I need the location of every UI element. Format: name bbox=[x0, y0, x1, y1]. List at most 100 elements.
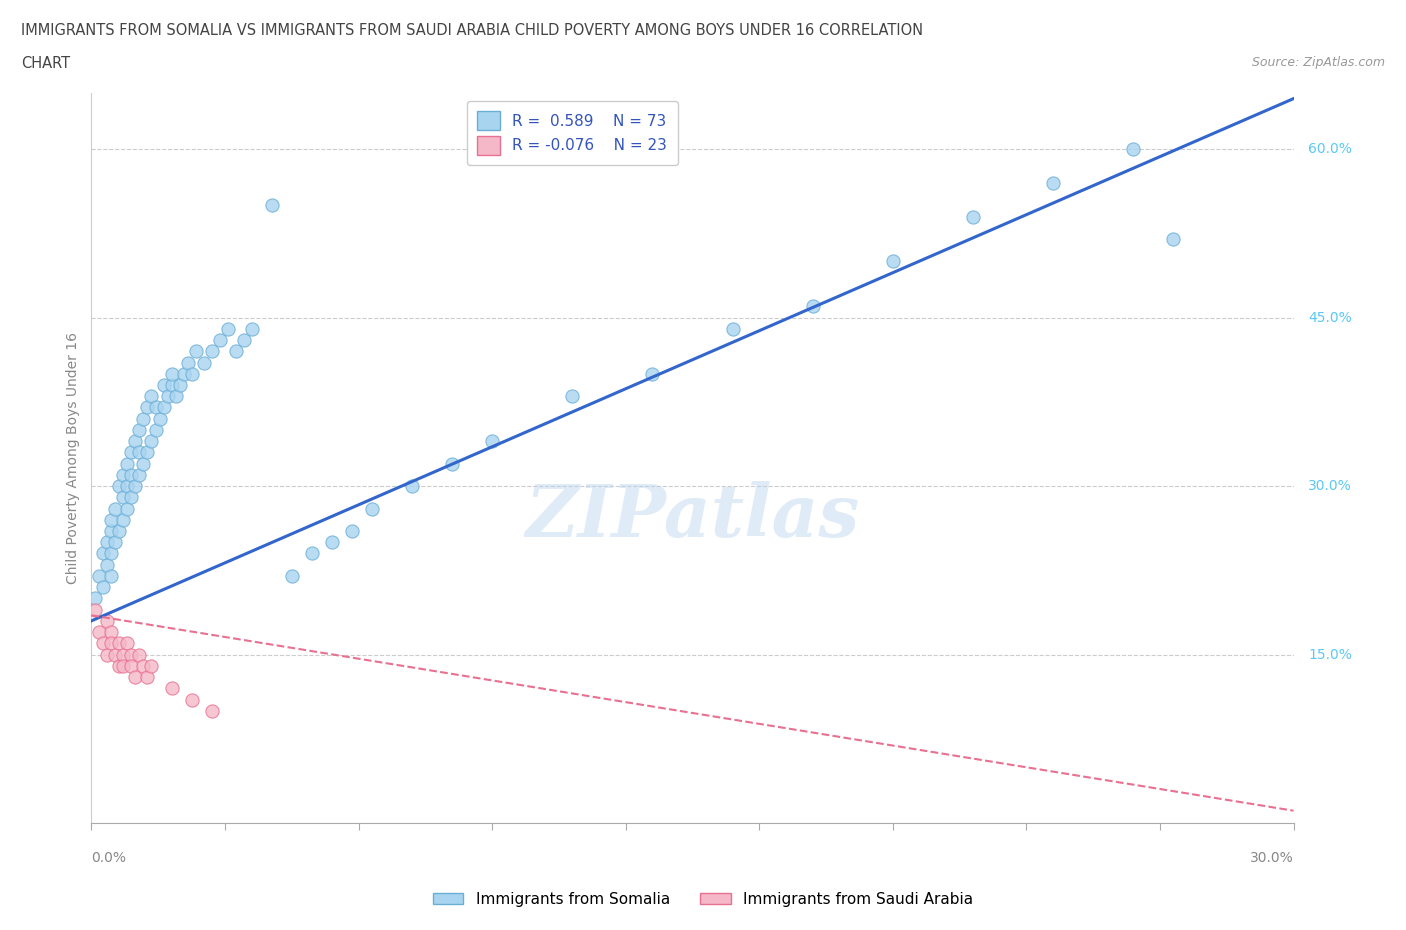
Point bbox=[117, 457, 139, 472]
Point bbox=[84, 603, 107, 618]
Point bbox=[481, 433, 503, 448]
Point bbox=[100, 512, 122, 527]
Point bbox=[124, 433, 146, 448]
Point bbox=[180, 366, 202, 381]
Point bbox=[100, 625, 122, 640]
Point bbox=[89, 625, 111, 640]
Point bbox=[321, 535, 343, 550]
Point bbox=[360, 501, 382, 516]
Point bbox=[141, 433, 163, 448]
Point bbox=[112, 490, 135, 505]
Point bbox=[93, 579, 115, 594]
Point bbox=[136, 670, 159, 684]
Point bbox=[193, 355, 215, 370]
Point bbox=[100, 636, 122, 651]
Point bbox=[882, 254, 904, 269]
Point bbox=[100, 546, 122, 561]
Point bbox=[962, 209, 984, 224]
Point bbox=[148, 411, 170, 426]
Text: 30.0%: 30.0% bbox=[1250, 851, 1294, 865]
Point bbox=[152, 378, 174, 392]
Point bbox=[232, 333, 254, 348]
Point bbox=[108, 524, 131, 538]
Point bbox=[141, 389, 163, 404]
Text: ZIPatlas: ZIPatlas bbox=[526, 481, 859, 551]
Point bbox=[145, 400, 167, 415]
Point bbox=[100, 524, 122, 538]
Text: IMMIGRANTS FROM SOMALIA VS IMMIGRANTS FROM SAUDI ARABIA CHILD POVERTY AMONG BOYS: IMMIGRANTS FROM SOMALIA VS IMMIGRANTS FR… bbox=[21, 23, 924, 38]
Point bbox=[108, 479, 131, 494]
Point bbox=[201, 344, 224, 359]
Point bbox=[145, 422, 167, 437]
Point bbox=[121, 647, 143, 662]
Point bbox=[96, 557, 118, 572]
Text: 60.0%: 60.0% bbox=[1308, 142, 1351, 156]
Point bbox=[561, 389, 583, 404]
Point bbox=[169, 378, 191, 392]
Point bbox=[208, 333, 231, 348]
Point bbox=[84, 591, 107, 605]
Point bbox=[301, 546, 323, 561]
Point bbox=[117, 636, 139, 651]
Point bbox=[136, 445, 159, 459]
Point bbox=[440, 457, 463, 472]
Point bbox=[128, 422, 150, 437]
Point bbox=[96, 614, 118, 629]
Point bbox=[180, 692, 202, 707]
Point bbox=[132, 658, 155, 673]
Point bbox=[128, 468, 150, 483]
Point bbox=[217, 322, 239, 337]
Point bbox=[132, 411, 155, 426]
Text: 45.0%: 45.0% bbox=[1308, 311, 1351, 325]
Point bbox=[112, 512, 135, 527]
Point bbox=[104, 535, 127, 550]
Point bbox=[96, 647, 118, 662]
Text: 15.0%: 15.0% bbox=[1308, 647, 1351, 661]
Point bbox=[1042, 176, 1064, 191]
Point bbox=[112, 647, 135, 662]
Point bbox=[108, 636, 131, 651]
Point bbox=[225, 344, 247, 359]
Point bbox=[128, 445, 150, 459]
Point bbox=[160, 378, 183, 392]
Point bbox=[108, 658, 131, 673]
Text: CHART: CHART bbox=[21, 56, 70, 71]
Point bbox=[124, 670, 146, 684]
Point bbox=[176, 355, 198, 370]
Point bbox=[136, 400, 159, 415]
Point bbox=[112, 658, 135, 673]
Point bbox=[121, 658, 143, 673]
Point bbox=[132, 457, 155, 472]
Point bbox=[240, 322, 263, 337]
Point bbox=[121, 468, 143, 483]
Point bbox=[173, 366, 195, 381]
Legend: Immigrants from Somalia, Immigrants from Saudi Arabia: Immigrants from Somalia, Immigrants from… bbox=[426, 886, 980, 913]
Point bbox=[1122, 141, 1144, 156]
Point bbox=[121, 490, 143, 505]
Point bbox=[184, 344, 207, 359]
Point bbox=[93, 636, 115, 651]
Point bbox=[117, 501, 139, 516]
Point bbox=[641, 366, 664, 381]
Point bbox=[281, 568, 304, 583]
Point bbox=[96, 535, 118, 550]
Text: 30.0%: 30.0% bbox=[1308, 479, 1351, 493]
Point bbox=[340, 524, 363, 538]
Point bbox=[93, 546, 115, 561]
Point bbox=[121, 445, 143, 459]
Point bbox=[112, 468, 135, 483]
Point bbox=[117, 479, 139, 494]
Point bbox=[100, 568, 122, 583]
Point bbox=[260, 198, 283, 213]
Point bbox=[104, 647, 127, 662]
Legend: R =  0.589    N = 73, R = -0.076    N = 23: R = 0.589 N = 73, R = -0.076 N = 23 bbox=[467, 100, 678, 166]
Point bbox=[801, 299, 824, 313]
Point bbox=[124, 479, 146, 494]
Point bbox=[160, 681, 183, 696]
Point bbox=[401, 479, 423, 494]
Point bbox=[89, 568, 111, 583]
Point bbox=[156, 389, 179, 404]
Point bbox=[1163, 232, 1185, 246]
Point bbox=[128, 647, 150, 662]
Point bbox=[721, 322, 744, 337]
